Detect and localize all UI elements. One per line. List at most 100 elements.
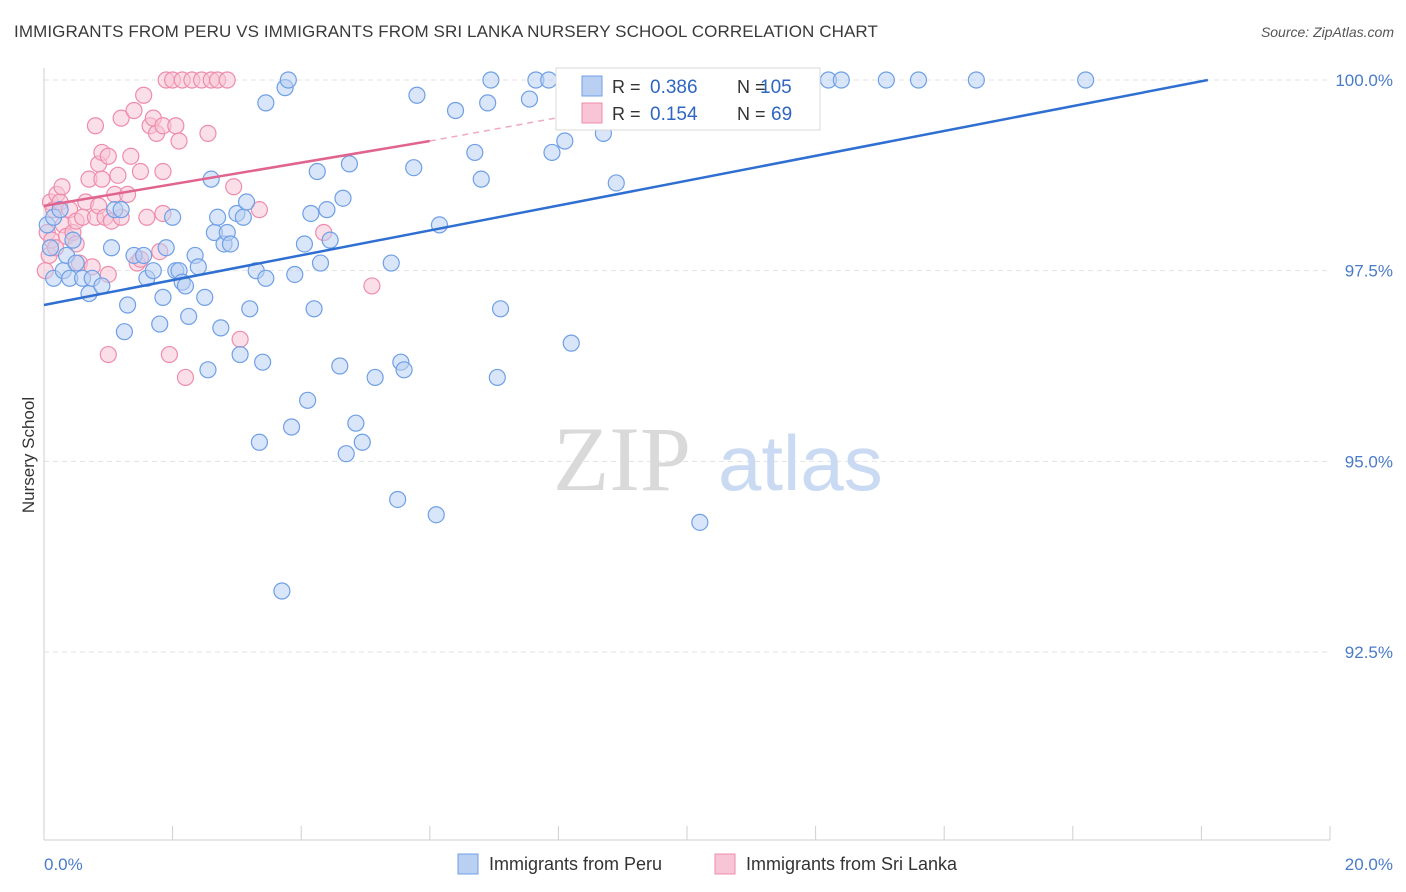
peru-point: [67, 254, 85, 272]
srilanka-point: [125, 101, 143, 120]
stats-srilanka-r-value: 0.154: [650, 104, 698, 125]
stats-peru-swatch: [581, 75, 603, 97]
stats-srilanka-n-label: N =: [737, 104, 766, 124]
peru-point: [196, 288, 214, 306]
peru-point: [237, 193, 256, 211]
peru-point: [334, 189, 352, 207]
peru-point: [405, 159, 423, 177]
peru-point: [408, 86, 426, 104]
watermark-zip: ZIP: [553, 408, 691, 510]
srilanka-point: [99, 345, 117, 364]
peru-point: [340, 155, 359, 173]
peru-point: [295, 235, 314, 253]
srilanka-point: [199, 124, 217, 142]
peru-point: [556, 132, 574, 150]
srilanka-trend-line: [43, 139, 431, 208]
srilanka-point: [138, 208, 156, 226]
peru-point: [254, 353, 272, 371]
watermark-atlas: atlas: [718, 419, 883, 507]
peru-point: [691, 513, 709, 531]
peru-point: [241, 300, 259, 318]
stats-srilanka-swatch: [581, 102, 603, 124]
srilanka-point: [112, 109, 130, 127]
srilanka-point: [131, 162, 150, 181]
bottom-legend: Immigrants from Peru Immigrants from Sri…: [457, 853, 958, 875]
srilanka-point: [93, 170, 111, 188]
peru-point: [562, 334, 580, 352]
srilanka-point: [250, 201, 269, 219]
series-peru-points: [38, 71, 1095, 600]
peru-point: [221, 235, 240, 253]
peru-point: [273, 582, 291, 600]
peru-point: [41, 239, 60, 257]
trend-lines: [43, 78, 1209, 307]
srilanka-point: [118, 185, 137, 203]
peru-point: [164, 208, 182, 226]
peru-point: [382, 254, 400, 272]
y-tick-labels: 100.0% 97.5% 95.0% 92.5%: [1335, 71, 1393, 662]
peru-point: [909, 71, 928, 89]
peru-trend-line: [43, 78, 1209, 307]
peru-point: [180, 307, 198, 326]
peru-point: [115, 323, 133, 341]
peru-point: [209, 208, 227, 226]
peru-point: [389, 490, 407, 509]
peru-point: [151, 315, 169, 333]
peru-point: [488, 368, 506, 387]
legend-peru-swatch: [457, 853, 479, 875]
stats-peru-r-value: 0.386: [650, 77, 698, 98]
y-tick-label: 92.5%: [1345, 643, 1393, 662]
peru-point: [540, 71, 558, 89]
peru-point: [311, 254, 330, 272]
legend-peru-label: Immigrants from Peru: [489, 854, 662, 874]
srilanka-point: [86, 117, 105, 135]
peru-point: [257, 94, 275, 112]
srilanka-point: [135, 86, 153, 104]
srilanka-point: [231, 330, 249, 348]
stats-legend: R = 0.386 N = 105 R = 0.154 N = 69: [555, 67, 821, 131]
srilanka-point: [170, 132, 188, 150]
peru-point: [491, 300, 510, 318]
peru-point: [189, 258, 207, 276]
peru-point: [482, 71, 500, 89]
y-tick-label: 97.5%: [1345, 262, 1393, 281]
peru-point: [466, 143, 484, 162]
peru-point: [331, 357, 349, 375]
stats-peru-n-value: 105: [760, 77, 792, 98]
peru-point: [1077, 71, 1095, 89]
stats-peru-n-label: N =: [737, 77, 766, 97]
srilanka-point: [176, 368, 195, 387]
peru-point: [520, 90, 539, 108]
peru-point: [199, 361, 217, 379]
watermark: ZIP atlas: [553, 408, 883, 510]
y-tick-label: 100.0%: [1335, 71, 1393, 90]
peru-point: [144, 262, 162, 280]
peru-point: [176, 277, 195, 295]
y-tick-label: 95.0%: [1345, 452, 1393, 471]
peru-point: [832, 71, 850, 89]
peru-point: [347, 414, 365, 432]
srilanka-point: [218, 71, 236, 89]
peru-point: [427, 506, 445, 524]
peru-point: [305, 300, 323, 318]
peru-point: [302, 204, 320, 223]
peru-point: [257, 269, 275, 287]
peru-point: [395, 361, 413, 379]
srilanka-point: [122, 147, 140, 165]
stats-srilanka-r-label: R =: [612, 104, 641, 124]
peru-point: [877, 71, 895, 89]
peru-point: [967, 71, 985, 89]
peru-point: [543, 143, 561, 162]
peru-point: [318, 201, 336, 219]
legend-srilanka-swatch: [714, 853, 736, 875]
peru-point: [321, 231, 339, 249]
grid-lines: [44, 79, 1330, 653]
peru-point: [157, 239, 175, 257]
srilanka-point: [109, 166, 127, 184]
source-label: Source: ZipAtlas.com: [1260, 24, 1394, 40]
peru-point: [286, 265, 304, 284]
peru-point: [353, 433, 371, 451]
peru-point: [212, 319, 230, 337]
peru-point: [337, 445, 355, 463]
